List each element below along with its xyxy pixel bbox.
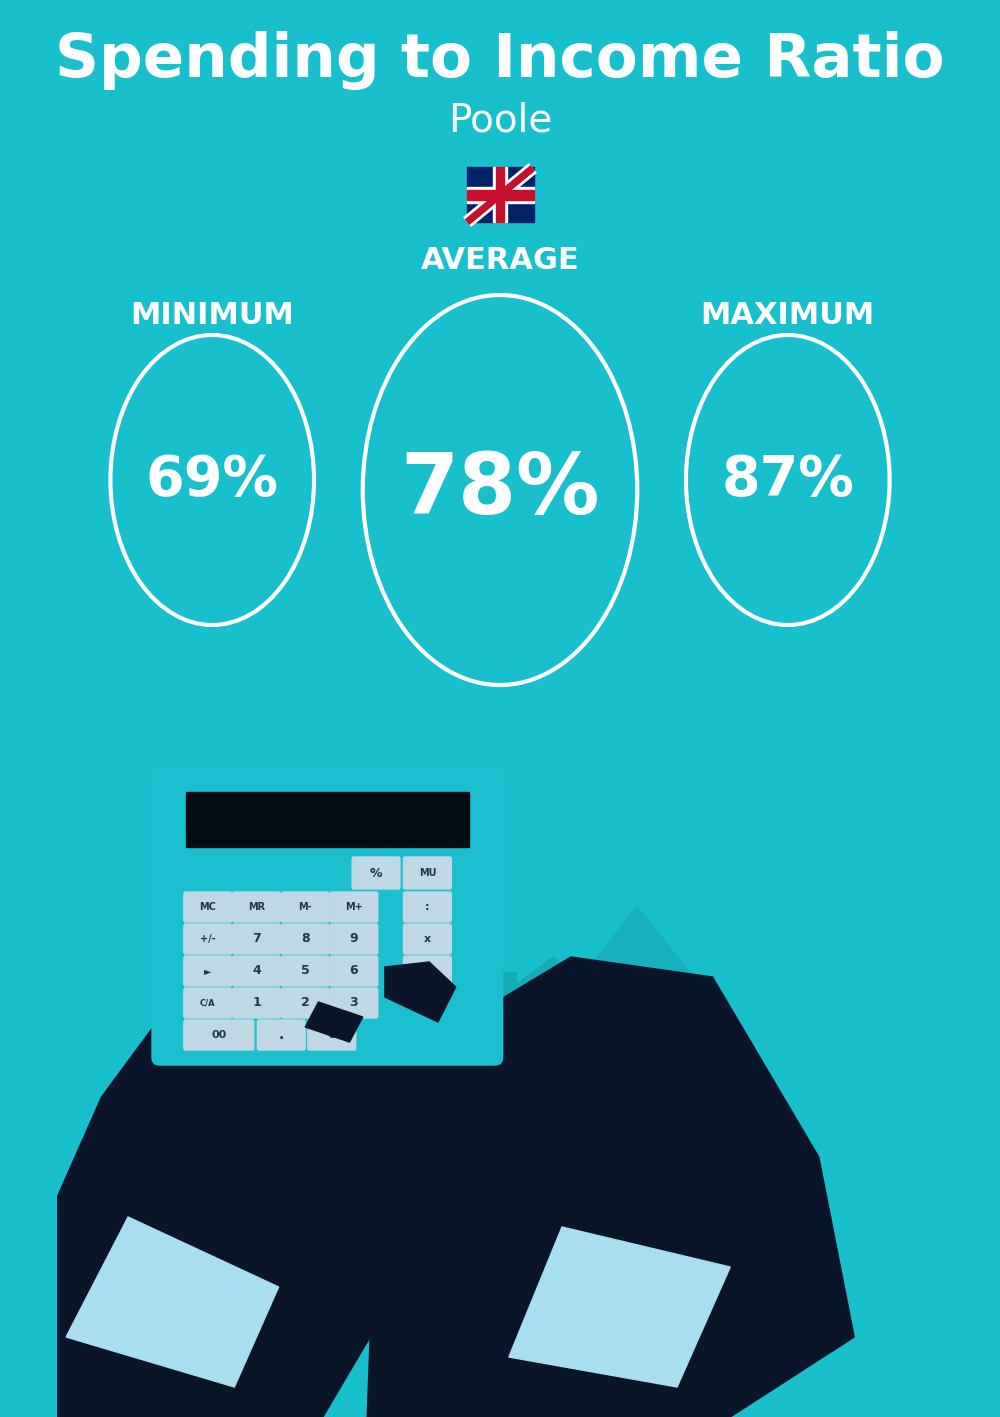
Text: M-: M-: [298, 903, 312, 913]
FancyBboxPatch shape: [152, 769, 503, 1066]
FancyBboxPatch shape: [403, 857, 451, 888]
FancyBboxPatch shape: [233, 891, 280, 922]
FancyBboxPatch shape: [281, 891, 329, 922]
Bar: [496, 167, 504, 222]
Bar: [673, 1224, 761, 1231]
Bar: [673, 1240, 761, 1247]
FancyBboxPatch shape: [281, 956, 329, 986]
Text: 4: 4: [252, 965, 261, 978]
FancyBboxPatch shape: [233, 956, 280, 986]
Text: .: .: [279, 1027, 284, 1041]
FancyBboxPatch shape: [184, 1020, 254, 1050]
Ellipse shape: [661, 1105, 728, 1189]
Text: +/-: +/-: [200, 934, 216, 944]
Bar: [673, 1200, 761, 1207]
FancyBboxPatch shape: [184, 924, 232, 954]
FancyBboxPatch shape: [184, 956, 232, 986]
Bar: [493, 167, 507, 222]
Text: C/A: C/A: [200, 999, 216, 1007]
Polygon shape: [279, 897, 429, 988]
Bar: [467, 190, 534, 200]
Text: ►: ►: [204, 966, 212, 976]
Text: 6: 6: [350, 965, 358, 978]
Text: 87%: 87%: [721, 453, 854, 507]
Polygon shape: [456, 1047, 651, 1247]
Bar: [186, 792, 469, 847]
Text: 69%: 69%: [146, 453, 279, 507]
Text: AVERAGE: AVERAGE: [421, 245, 579, 275]
Text: 0: 0: [327, 1029, 336, 1041]
Text: 9: 9: [350, 932, 358, 945]
Text: 78%: 78%: [400, 449, 600, 530]
Bar: [673, 1231, 761, 1238]
Polygon shape: [549, 907, 726, 1178]
FancyBboxPatch shape: [330, 988, 378, 1017]
Bar: [673, 1209, 761, 1214]
Ellipse shape: [708, 1125, 823, 1268]
Polygon shape: [305, 1002, 363, 1041]
Polygon shape: [509, 1227, 730, 1387]
Bar: [673, 1192, 761, 1199]
Text: $: $: [751, 1176, 780, 1219]
Text: -: -: [425, 964, 430, 978]
FancyBboxPatch shape: [403, 956, 451, 986]
Text: MR: MR: [248, 903, 265, 913]
Bar: [757, 1118, 775, 1132]
Text: :: :: [425, 903, 430, 913]
Text: 8: 8: [301, 932, 310, 945]
Bar: [527, 1136, 571, 1247]
Text: Poole: Poole: [448, 101, 552, 139]
FancyBboxPatch shape: [233, 988, 280, 1017]
FancyBboxPatch shape: [184, 891, 232, 922]
FancyBboxPatch shape: [308, 1020, 356, 1050]
Text: 2: 2: [301, 996, 310, 1009]
Text: 3: 3: [350, 996, 358, 1009]
Polygon shape: [40, 877, 429, 1417]
FancyBboxPatch shape: [330, 891, 378, 922]
Text: x: x: [424, 934, 431, 944]
Bar: [673, 1216, 761, 1223]
Text: MINIMUM: MINIMUM: [130, 300, 294, 330]
Bar: [688, 1100, 702, 1110]
Text: M+: M+: [345, 903, 363, 913]
Polygon shape: [66, 1217, 279, 1387]
Text: MAXIMUM: MAXIMUM: [701, 300, 875, 330]
FancyBboxPatch shape: [403, 924, 451, 954]
Bar: [673, 1185, 761, 1192]
Bar: [527, 1136, 549, 1247]
Text: MU: MU: [419, 869, 436, 879]
Polygon shape: [367, 956, 854, 1417]
Text: MC: MC: [199, 903, 216, 913]
FancyBboxPatch shape: [330, 956, 378, 986]
FancyBboxPatch shape: [330, 924, 378, 954]
Bar: [491, 972, 516, 1022]
Text: $: $: [686, 1135, 704, 1159]
Text: 00: 00: [212, 1030, 227, 1040]
Text: %: %: [370, 867, 382, 880]
FancyBboxPatch shape: [257, 1020, 305, 1050]
Polygon shape: [434, 956, 673, 1047]
Text: 1: 1: [252, 996, 261, 1009]
FancyBboxPatch shape: [352, 857, 400, 888]
FancyBboxPatch shape: [184, 988, 232, 1017]
FancyBboxPatch shape: [281, 988, 329, 1017]
Text: 7: 7: [252, 932, 261, 945]
FancyBboxPatch shape: [467, 167, 534, 222]
FancyBboxPatch shape: [281, 924, 329, 954]
Text: Spending to Income Ratio: Spending to Income Ratio: [55, 31, 945, 89]
FancyBboxPatch shape: [233, 924, 280, 954]
Polygon shape: [385, 962, 456, 1022]
FancyBboxPatch shape: [403, 891, 451, 922]
Text: 5: 5: [301, 965, 310, 978]
Bar: [467, 187, 534, 203]
